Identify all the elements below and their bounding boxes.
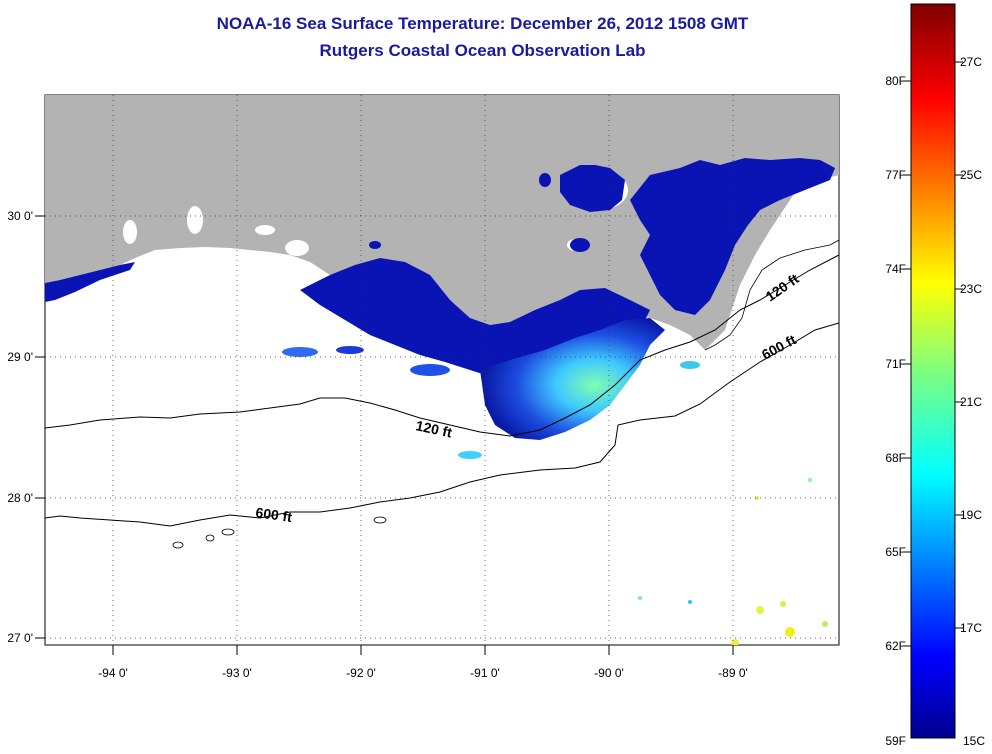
- sst-cold-coastal: [45, 262, 135, 302]
- colorbar-ticks: [903, 61, 963, 647]
- sst-plume: [480, 318, 665, 440]
- lat-tick-label: 30 0': [7, 209, 33, 223]
- contour-islet: [373, 516, 387, 524]
- lake: [187, 206, 203, 234]
- sst-cold-bays: [630, 158, 835, 315]
- colorbar-label-f: 65F: [885, 545, 906, 559]
- lat-tick-label: 28 0': [7, 491, 33, 505]
- sst-warm-speck: [808, 478, 812, 482]
- colorbar: [910, 3, 956, 739]
- colorbar-label-f: 59F: [885, 734, 906, 748]
- contour-islet: [205, 534, 215, 542]
- contour-label: 120 ft: [414, 417, 453, 440]
- colorbar-label-f: 80F: [885, 74, 906, 88]
- lake: [255, 225, 275, 235]
- sst-warm-speck: [638, 596, 642, 600]
- lon-tick-label: -90 0': [594, 666, 624, 680]
- sst-warm-speck: [822, 621, 828, 627]
- sst-warm-speck: [688, 600, 692, 604]
- sst-cold-patch: [570, 238, 590, 252]
- colorbar-label-c: 21C: [960, 395, 982, 409]
- colorbar-label-f: 74F: [885, 262, 906, 276]
- lon-tick-label: -89 0': [718, 666, 748, 680]
- colorbar-label-f: 68F: [885, 451, 906, 465]
- contour-600ft: [45, 322, 839, 527]
- lat-tick-label: 27 0': [7, 631, 33, 645]
- colorbar-label-c: 15C: [963, 734, 985, 748]
- colorbar-label-c: 17C: [960, 621, 982, 635]
- colorbar-label-c: 23C: [960, 282, 982, 296]
- sst-warm-speck: [780, 601, 786, 607]
- colorbar-label-f: 77F: [885, 168, 906, 182]
- sst-warm-speck: [785, 627, 795, 637]
- graticule: [45, 95, 839, 645]
- sst-cold-patch: [369, 241, 381, 249]
- lon-tick-label: -92 0': [346, 666, 376, 680]
- colorbar-label-c: 19C: [960, 508, 982, 522]
- lon-tick-label: -93 0': [222, 666, 252, 680]
- contour-nearshore: [704, 239, 839, 351]
- sst-patch: [282, 347, 318, 357]
- map-subtitle: Rutgers Coastal Ocean Observation Lab: [319, 41, 646, 60]
- map-title: NOAA-16 Sea Surface Temperature: Decembe…: [216, 14, 749, 33]
- sst-patch: [458, 451, 482, 459]
- contour-islet: [221, 528, 235, 536]
- sst-cold-patch: [539, 173, 551, 187]
- axis-ticks: [35, 215, 734, 655]
- contour-islet: [172, 541, 184, 549]
- lat-tick-label: 29 0': [7, 350, 33, 364]
- colorbar-label-f: 62F: [885, 639, 906, 653]
- lon-tick-label: -91 0': [470, 666, 500, 680]
- contour-label: 600 ft: [255, 504, 294, 525]
- sst-warm-speck: [756, 606, 764, 614]
- lake: [123, 220, 137, 244]
- colorbar-label-f: 71F: [885, 357, 906, 371]
- sst-warm-speck: [755, 496, 759, 500]
- lon-tick-label: -94 0': [98, 666, 128, 680]
- contour-120ft-west: [45, 254, 839, 437]
- sst-warm-speck: [731, 639, 739, 645]
- colorbar-label-c: 27C: [960, 55, 982, 69]
- sst-patch: [336, 346, 364, 354]
- colorbar-label-c: 25C: [960, 168, 982, 182]
- land-mass: [45, 95, 839, 350]
- lake: [285, 240, 309, 256]
- sst-patch: [410, 364, 450, 376]
- sst-patch: [680, 361, 700, 369]
